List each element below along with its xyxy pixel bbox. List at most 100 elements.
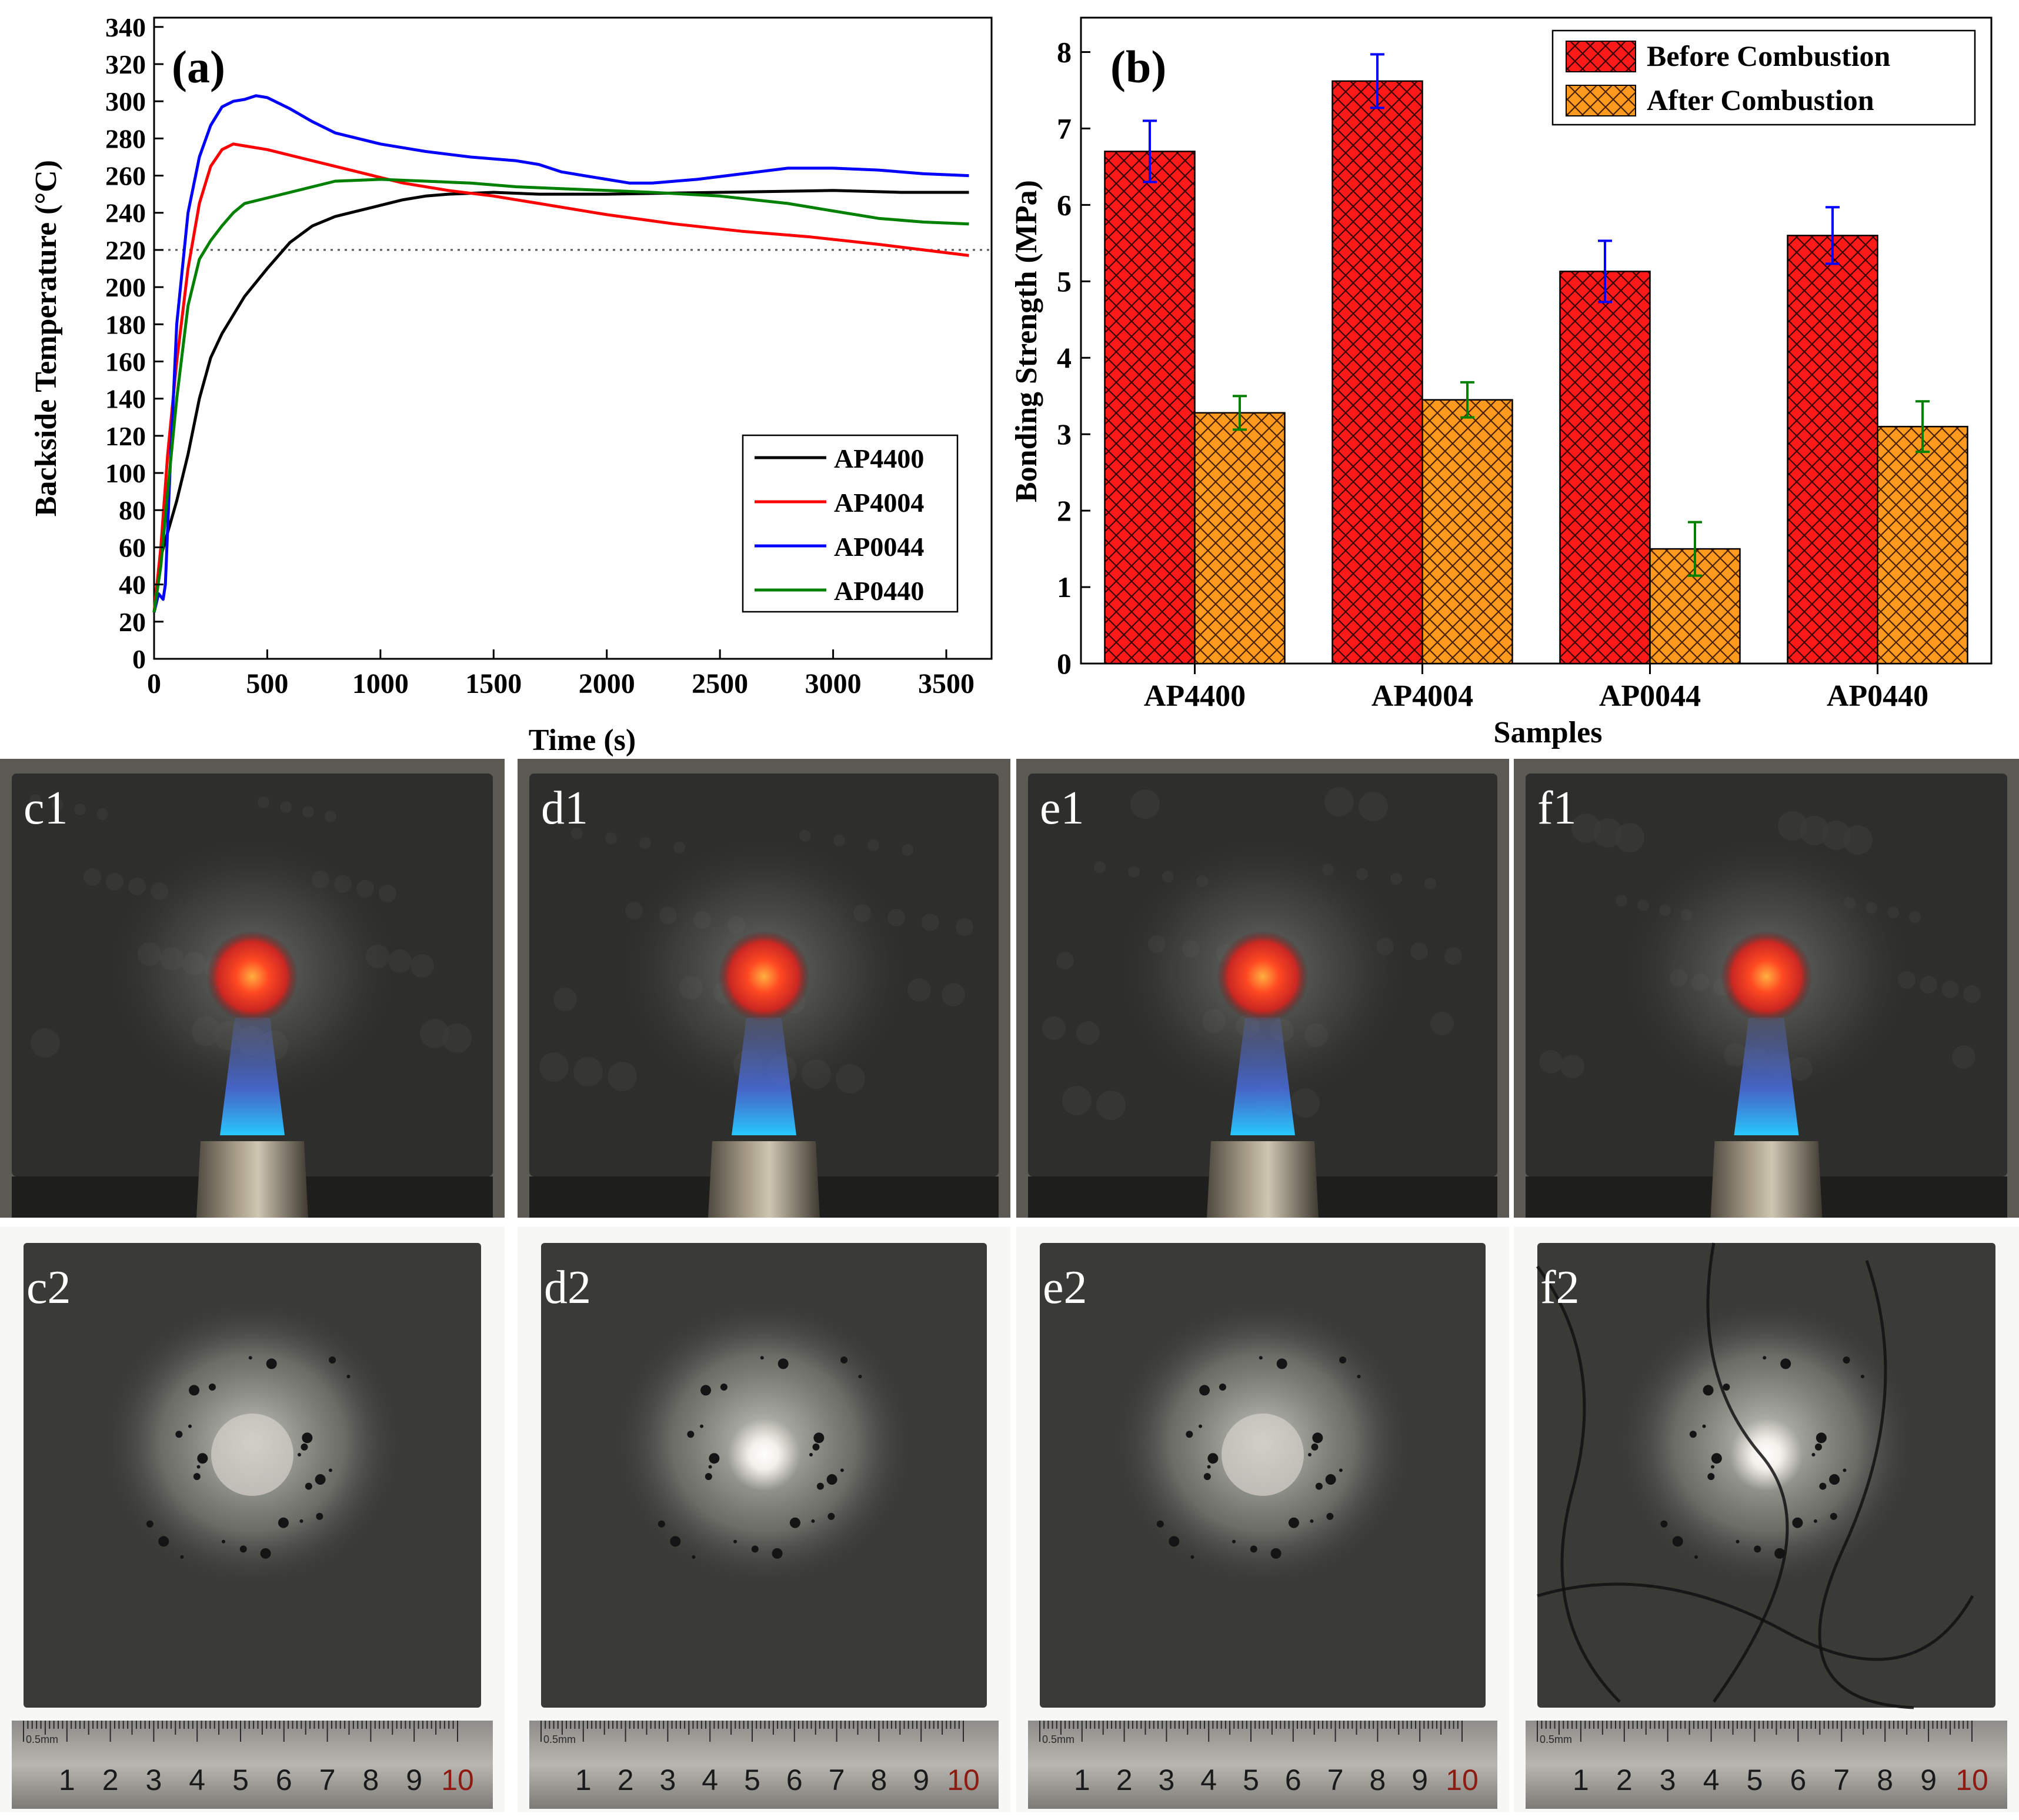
- ruler-number: 3: [1158, 1764, 1174, 1796]
- x-axis-ticks: 0 500 1000 1500 2000 2500 3000 3500: [147, 649, 975, 699]
- y-tick-label: 120: [105, 421, 146, 451]
- ruler-number: 3: [1660, 1764, 1676, 1796]
- y-axis-label: Backside Temperature (°C): [29, 160, 63, 516]
- y-axis-label: Bonding Strength (MPa): [1010, 180, 1043, 502]
- ruler-number: 6: [786, 1764, 803, 1796]
- y-tick-label: 260: [105, 161, 146, 191]
- panel-label-b: (b): [1110, 41, 1166, 92]
- bar-before-combustion-ap0044: [1559, 271, 1651, 665]
- ruler-number: 1: [1573, 1764, 1589, 1796]
- ruler-number: 4: [1703, 1764, 1720, 1796]
- legend: Before Combustion After Combustion: [1551, 29, 1976, 126]
- ruler-number: 4: [189, 1764, 205, 1796]
- ruler-number: 1: [59, 1764, 75, 1796]
- ruler-number: 9: [1411, 1764, 1428, 1796]
- x-tick-label: 2000: [579, 668, 635, 699]
- bar-group: [1104, 53, 1968, 665]
- legend-label-ap0440: AP0440: [834, 576, 924, 606]
- ruler-unit-label: 0.5mm: [1540, 1734, 1572, 1745]
- bar-before-combustion-ap4004: [1331, 80, 1423, 665]
- ruler-number: 8: [362, 1764, 379, 1796]
- photo-label: c1: [24, 782, 68, 834]
- bar-before-combustion-ap4400: [1104, 151, 1196, 665]
- ruler-number: 7: [1833, 1764, 1850, 1796]
- series-line-ap4400: [152, 189, 969, 613]
- torch-nozzle: [1710, 1141, 1823, 1218]
- y-tick-label: 8: [1057, 35, 1072, 68]
- x-tick-label: 3500: [918, 668, 975, 699]
- ruler-number: 5: [1243, 1764, 1259, 1796]
- legend-box: [742, 434, 959, 613]
- photo-label: d2: [544, 1262, 591, 1314]
- y-tick-label: 80: [119, 495, 146, 525]
- legend-label-ap0044: AP0044: [834, 532, 924, 562]
- ruler-unit-label: 0.5mm: [26, 1734, 58, 1745]
- y-tick-label: 300: [105, 86, 146, 116]
- y-tick-label: 240: [105, 198, 146, 228]
- ruler-number: 7: [319, 1764, 336, 1796]
- ruler-number: 5: [232, 1764, 249, 1796]
- x-tick-label: 3000: [805, 668, 862, 699]
- x-axis-label: Time (s): [529, 724, 636, 757]
- x-tick-label: 2500: [692, 668, 748, 699]
- ruler: [1028, 1721, 1497, 1809]
- y-axis-ticks: 0 20 40 60 80 100 120 140 160 180 200 220 240 260 280 3…: [105, 12, 163, 674]
- y-tick-label: 40: [119, 570, 146, 600]
- ruler-number: 2: [1116, 1764, 1133, 1796]
- flame-spot: [718, 931, 810, 1022]
- ruler-number: 4: [702, 1764, 718, 1796]
- panel-label-a: (a): [172, 41, 225, 92]
- ruler-number: 10: [1955, 1764, 1988, 1796]
- series-line-ap4004: [152, 142, 969, 613]
- y-tick-label: 3: [1057, 418, 1072, 451]
- x-axis-label: Samples: [1494, 716, 1603, 749]
- photo-label: c2: [26, 1262, 71, 1314]
- y-tick-label: 180: [105, 309, 146, 339]
- y-tick-label: 220: [105, 235, 146, 265]
- white-spot: [727, 1418, 800, 1491]
- ruler-number: 6: [276, 1764, 292, 1796]
- flame-spot: [206, 931, 298, 1022]
- photo-label: d1: [541, 782, 588, 834]
- photo-label: f1: [1537, 782, 1577, 834]
- photo-label: e2: [1043, 1262, 1087, 1314]
- plot-frame: [153, 16, 993, 660]
- y-tick-label: 5: [1057, 265, 1072, 298]
- y-tick-label: 140: [105, 384, 146, 414]
- bar-after-combustion-ap4400: [1194, 412, 1286, 665]
- x-tick-label: AP4004: [1371, 679, 1473, 713]
- x-tick-label: 1000: [352, 668, 409, 699]
- ruler-number: 10: [441, 1764, 474, 1796]
- ruler-number: 3: [659, 1764, 676, 1796]
- torch-nozzle: [708, 1141, 820, 1218]
- ruler-number: 7: [829, 1764, 845, 1796]
- torch-flame: [1734, 1018, 1799, 1135]
- photo-label: f2: [1540, 1262, 1580, 1314]
- bar-after-combustion-ap4004: [1421, 399, 1513, 665]
- flame-spot: [1720, 931, 1813, 1022]
- ruler-number: 1: [1074, 1764, 1090, 1796]
- ruler-number: 6: [1285, 1764, 1301, 1796]
- ruler-number: 9: [913, 1764, 929, 1796]
- x-tick-label: AP0044: [1599, 679, 1701, 713]
- ruler-number: 3: [145, 1764, 162, 1796]
- photo-d1: d1: [518, 759, 1010, 1218]
- ruler-number: 8: [1369, 1764, 1386, 1796]
- y-tick-label: 340: [105, 12, 146, 42]
- y-tick-label: 60: [119, 532, 146, 562]
- x-tick-label: AP4400: [1144, 679, 1246, 713]
- legend-swatch-after: [1566, 85, 1636, 116]
- ruler-number: 8: [1877, 1764, 1893, 1796]
- ruler: [12, 1721, 493, 1809]
- ruler-number: 2: [1616, 1764, 1633, 1796]
- ruler-unit-label: 0.5mm: [1042, 1734, 1074, 1745]
- photo-e1: e1: [1016, 759, 1509, 1218]
- x-tick-label: 500: [246, 668, 288, 699]
- photo-c1: c1: [0, 759, 505, 1218]
- series-line-ap0044: [152, 94, 969, 613]
- ruler-number: 2: [618, 1764, 634, 1796]
- photo-e2: 0.5mm 1 2 3 4 5 6 7 8 9 10 e2: [1016, 1226, 1509, 1812]
- ruler-unit-label: 0.5mm: [543, 1734, 576, 1745]
